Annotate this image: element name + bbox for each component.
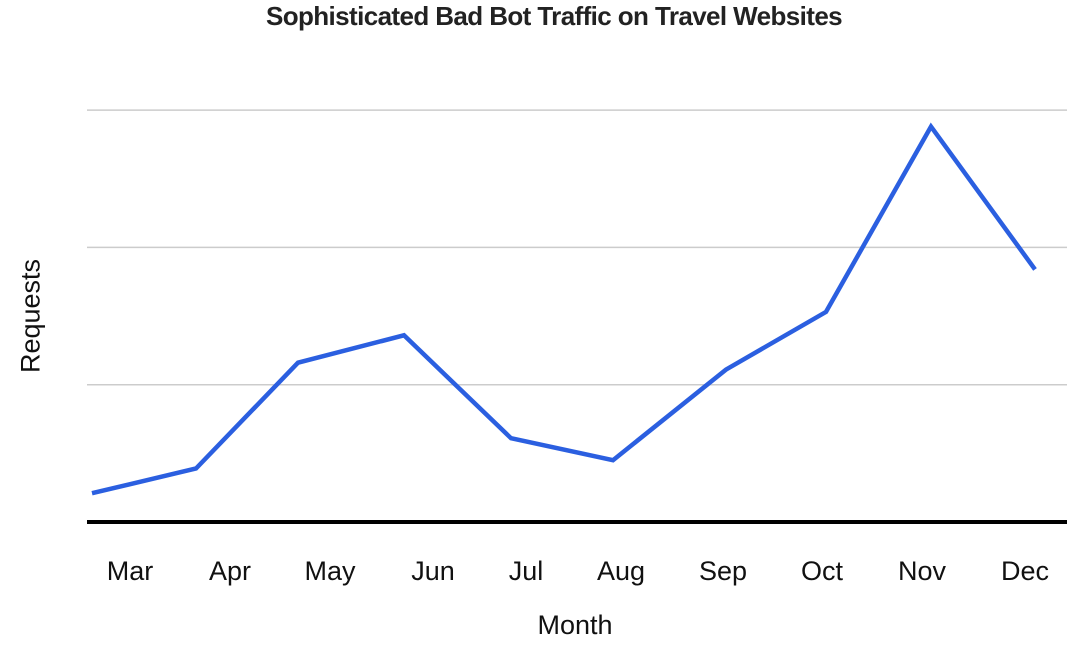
x-tick-label: Jun — [411, 556, 455, 586]
x-tick-label: Oct — [800, 556, 844, 586]
x-tick-label: May — [304, 556, 356, 586]
x-tick-label: Aug — [596, 556, 646, 586]
x-axis-label: Month — [537, 610, 613, 640]
x-tick-label: Nov — [897, 556, 947, 586]
chart-title: Sophisticated Bad Bot Traffic on Travel … — [265, 1, 843, 31]
x-tick-label: Mar — [106, 556, 154, 586]
x-tick-label: Dec — [1000, 556, 1050, 586]
x-tick-label: Sep — [698, 556, 748, 586]
series-line-requests — [91, 122, 1037, 496]
x-tick-label: Jul — [508, 556, 544, 586]
gridlines — [87, 109, 1067, 386]
x-tick-label: Apr — [208, 556, 252, 586]
